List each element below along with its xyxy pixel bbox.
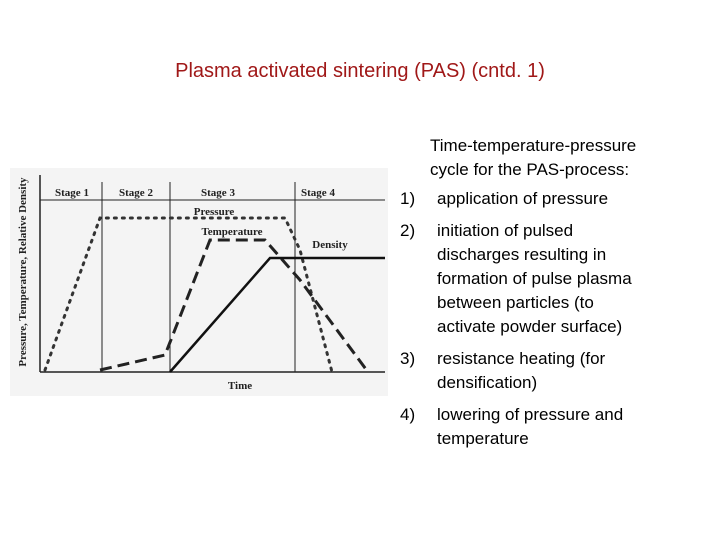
list-number: 1) bbox=[400, 189, 415, 208]
list-text: temperature bbox=[437, 429, 529, 448]
list-text: lowering of pressure and bbox=[437, 405, 623, 424]
list-text: discharges resulting in bbox=[437, 245, 606, 264]
list-number: 3) bbox=[400, 349, 415, 368]
description-line: cycle for the PAS-process: bbox=[430, 160, 629, 179]
temperature-curve bbox=[99, 238, 370, 373]
pressure-curve bbox=[43, 216, 334, 374]
list-text: activate powder surface) bbox=[437, 317, 622, 336]
description-line: Time-temperature-pressure bbox=[430, 136, 636, 155]
description: Time-temperature-pressure cycle for the P… bbox=[400, 136, 636, 448]
list-text: application of pressure bbox=[437, 189, 608, 208]
curve-label: Pressure bbox=[194, 206, 235, 218]
stage-label: Stage 2 bbox=[119, 187, 153, 199]
list-text: densification) bbox=[437, 373, 537, 392]
slide-title: Plasma activated sintering (PAS) (cntd. … bbox=[175, 60, 545, 82]
diagram: Stage 1 Stage 2 Stage 3 Stage 4 Pressure… bbox=[10, 168, 388, 396]
stage-label: Stage 4 bbox=[301, 187, 335, 199]
x-axis-label: Time bbox=[228, 380, 252, 392]
curve-label: Temperature bbox=[201, 226, 262, 238]
density-curve bbox=[169, 256, 385, 373]
diagram-background bbox=[10, 168, 388, 396]
list-text: resistance heating (for bbox=[437, 349, 606, 368]
list-number: 4) bbox=[400, 405, 415, 424]
list-text: initiation of pulsed bbox=[437, 221, 573, 240]
stage-label: Stage 3 bbox=[201, 187, 235, 199]
y-axis-label: Pressure, Temperature, Relative Density bbox=[17, 177, 29, 367]
curve-label: Density bbox=[312, 239, 348, 251]
list-text: between particles (to bbox=[437, 293, 594, 312]
list-number: 2) bbox=[400, 221, 415, 240]
stage-label: Stage 1 bbox=[55, 187, 89, 199]
list-text: formation of pulse plasma bbox=[437, 269, 632, 288]
